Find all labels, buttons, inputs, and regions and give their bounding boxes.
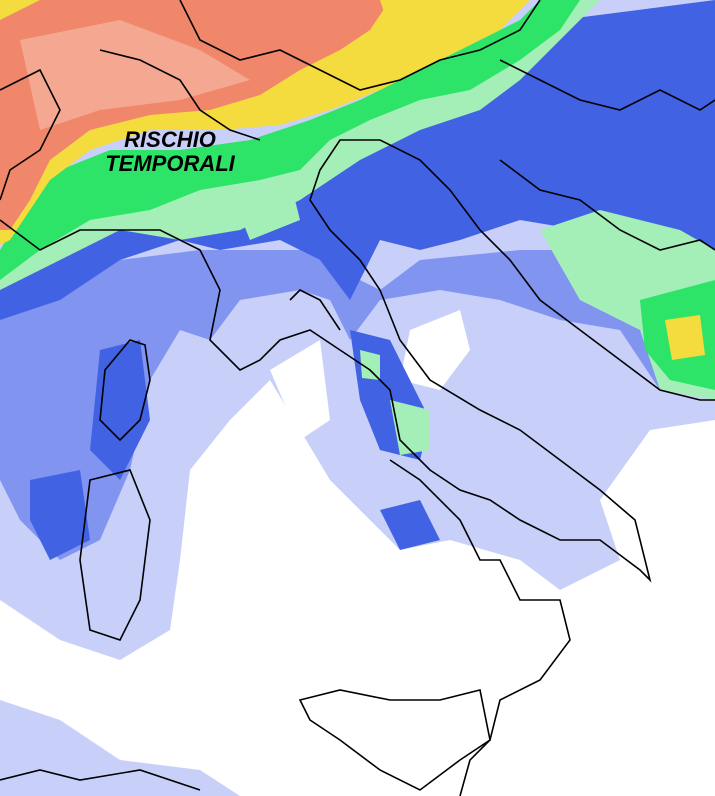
moderate-precip-area [0,250,715,560]
green-area [0,0,580,280]
heavy-precip-area [380,500,440,550]
storm-risk-label-line2: TEMPORALI [105,151,235,176]
light-green-area [390,400,430,455]
yellow-area [380,0,440,30]
heavy-precip-area [30,470,90,560]
light-green-area [230,180,300,240]
storm-risk-label: RISCHIO TEMPORALI [80,128,260,176]
light-green-area [0,0,715,290]
dry-area [400,310,470,390]
light-precip-area-south [0,700,240,796]
light-green-area [360,350,380,380]
yellow-area [665,315,705,360]
dry-area [270,340,330,440]
salmon-light-area [20,20,250,130]
storm-risk-label-line1: RISCHIO [124,127,216,152]
